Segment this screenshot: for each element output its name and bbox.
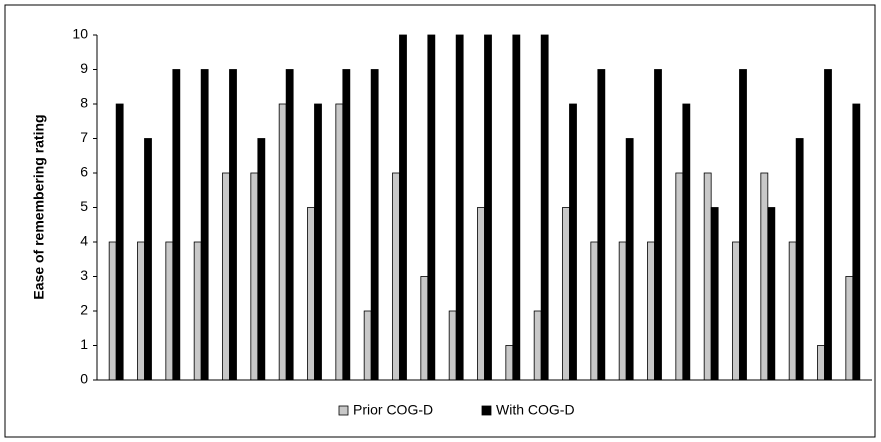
bar — [760, 172, 769, 381]
legend-swatch — [481, 405, 492, 416]
bar — [335, 103, 344, 381]
y-tick-label: 1 — [80, 336, 88, 352]
bar — [540, 34, 549, 381]
bar — [392, 172, 400, 381]
bar — [732, 241, 740, 381]
bar — [505, 345, 514, 381]
bar — [817, 345, 825, 381]
bar — [314, 103, 322, 381]
y-tick-label: 8 — [80, 95, 88, 111]
bar — [647, 241, 655, 381]
bar — [399, 34, 407, 381]
y-tick-label: 2 — [80, 302, 88, 318]
bar — [824, 69, 832, 381]
bar — [278, 103, 287, 381]
bar — [250, 172, 259, 381]
bar — [590, 241, 599, 381]
bar — [165, 241, 174, 381]
bar — [625, 138, 634, 381]
bar — [845, 276, 854, 381]
bar — [307, 207, 315, 381]
y-tick-label: 6 — [80, 164, 88, 180]
bar — [512, 34, 521, 381]
bar — [484, 34, 492, 381]
bar — [767, 207, 776, 381]
bar — [285, 69, 294, 381]
bar — [257, 138, 266, 381]
legend-swatch — [338, 405, 349, 416]
bar — [427, 34, 436, 381]
y-tick-label: 9 — [80, 60, 88, 76]
bar — [654, 69, 662, 381]
bar — [342, 69, 351, 381]
bar — [562, 207, 570, 381]
y-tick-label: 10 — [72, 26, 88, 42]
y-tick-label: 0 — [80, 371, 88, 387]
y-tick-label: 7 — [80, 129, 88, 145]
y-tick-label: 5 — [80, 198, 88, 214]
bar — [682, 103, 691, 381]
bar — [788, 241, 797, 381]
bar — [144, 138, 152, 381]
bar — [852, 103, 861, 381]
bar — [477, 207, 485, 381]
bar — [710, 207, 719, 381]
bar — [618, 241, 627, 381]
bar — [363, 310, 372, 381]
bar — [172, 69, 181, 381]
bar — [108, 241, 117, 381]
bar — [675, 172, 684, 381]
bar — [455, 34, 464, 381]
bar — [137, 241, 145, 381]
bar — [200, 69, 209, 381]
bar — [703, 172, 712, 381]
bar — [533, 310, 542, 381]
legend-label: With COG-D — [496, 402, 575, 418]
bar — [597, 69, 606, 381]
bar — [222, 172, 230, 381]
bar — [370, 69, 379, 381]
y-axis-label: Ease of remembering rating — [31, 114, 47, 299]
bar — [569, 103, 577, 381]
bar — [115, 103, 124, 381]
bar — [739, 69, 747, 381]
bar — [420, 276, 429, 381]
bar — [229, 69, 237, 381]
bar — [448, 310, 457, 381]
bar — [795, 138, 804, 381]
legend-label: Prior COG-D — [353, 402, 433, 418]
y-tick-label: 4 — [80, 233, 88, 249]
bar — [193, 241, 202, 381]
y-tick-label: 3 — [80, 267, 88, 283]
